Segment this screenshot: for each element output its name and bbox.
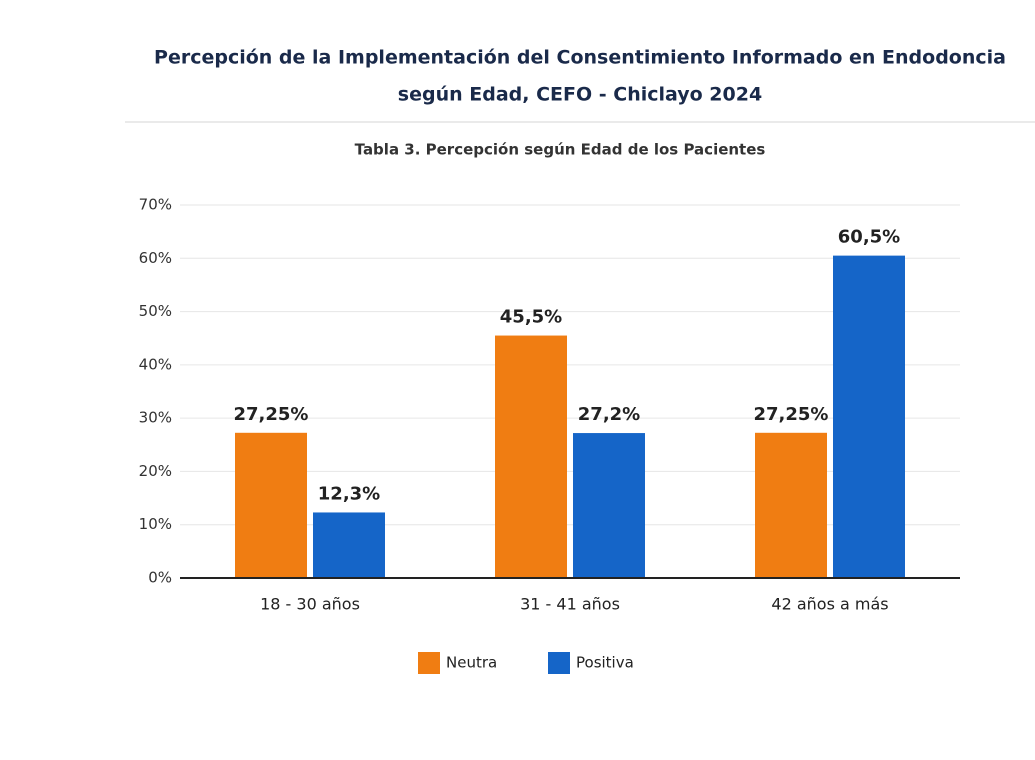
data-label: 60,5% [838,227,900,248]
y-tick-label: 10% [139,515,172,533]
y-tick-label: 70% [139,196,172,214]
y-tick-label: 40% [139,355,172,373]
bar [755,432,827,578]
chart-subtitle: Tabla 3. Percepción según Edad de los Pa… [355,141,766,159]
x-tick-label: 42 años a más [771,595,888,614]
y-tick-label: 0% [148,569,172,587]
chart-title: Percepción de la Implementación del Cons… [154,47,1006,69]
legend-swatch [548,652,570,674]
legend-label: Positiva [576,654,634,672]
data-label: 27,25% [234,404,309,425]
y-tick-label: 60% [139,249,172,267]
data-label: 27,25% [754,404,829,425]
y-tick-label: 20% [139,462,172,480]
x-tick-label: 18 - 30 años [260,595,360,614]
data-label: 27,2% [578,404,640,425]
bar [833,255,905,578]
y-tick-label: 30% [139,409,172,427]
legend-label: Neutra [446,654,497,672]
legend-swatch [418,652,440,674]
bar [573,433,645,578]
y-tick-label: 50% [139,302,172,320]
bar [495,335,567,578]
bar [235,432,307,578]
data-label: 45,5% [500,307,562,328]
data-label: 12,3% [318,483,380,504]
bar [313,512,385,578]
x-tick-label: 31 - 41 años [520,595,620,614]
chart-title-line2: según Edad, CEFO - Chiclayo 2024 [398,84,762,106]
